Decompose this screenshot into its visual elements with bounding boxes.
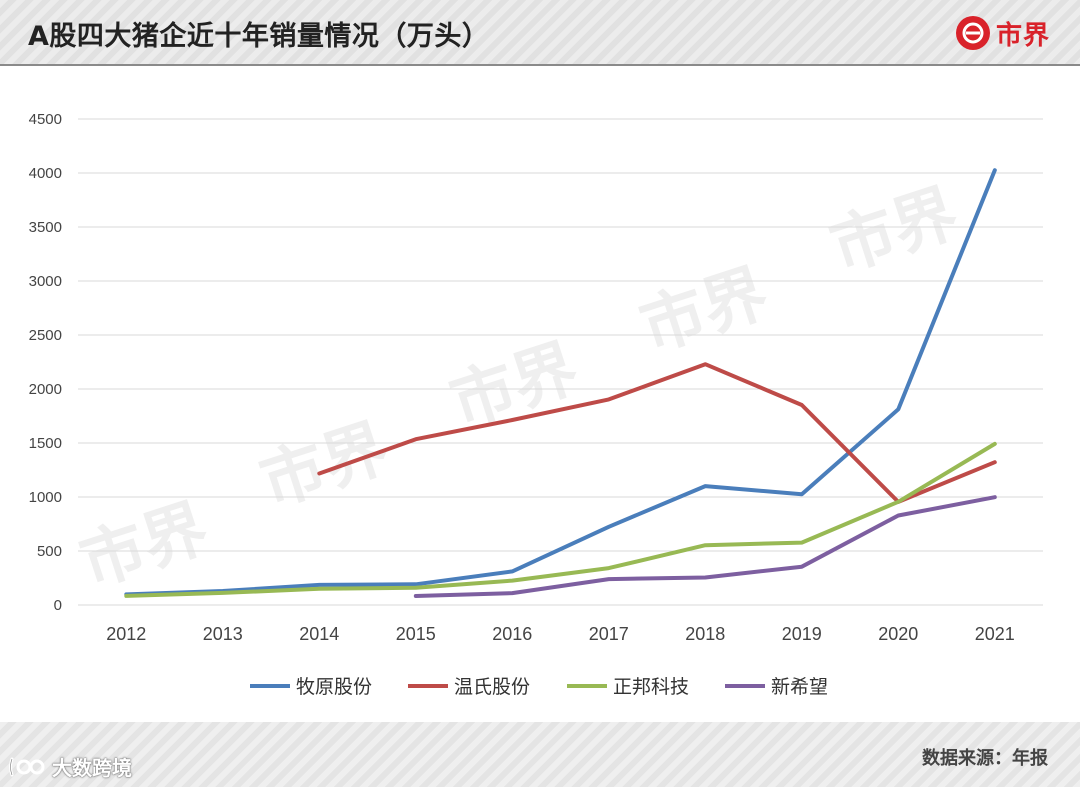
legend-label: 正邦科技 (613, 676, 689, 698)
series-layer (124, 168, 997, 598)
y-tick-label: 500 (37, 543, 62, 560)
x-tick-label: 2012 (106, 624, 146, 644)
x-tick-label: 2013 (203, 624, 243, 644)
x-axis-ticks: 2012 2013 2014 2015 2016 2017 2018 2019 2020 2021 (106, 624, 1015, 644)
series-line-正邦科技 (124, 441, 997, 598)
x-tick-label: 2014 (299, 624, 339, 644)
watermark-text: 市界 (252, 411, 397, 521)
header-bar: A股四大猪企近十年销量情况（万头） 市界 (0, 0, 1080, 66)
y-tick-label: 3500 (29, 219, 62, 236)
y-tick-label: 2500 (29, 327, 62, 344)
brand-badge: 大数跨境 (8, 752, 132, 781)
footer-bar: 大数跨境 数据来源：年报 (0, 722, 1080, 787)
y-tick-label: 3000 (29, 273, 62, 290)
logo-text: 市界 (995, 20, 1050, 51)
brand-logo-icon (9, 757, 45, 776)
y-tick-label: 1500 (29, 435, 62, 452)
watermark-text: 市界 (632, 256, 777, 366)
x-tick-label: 2017 (589, 624, 629, 644)
x-tick-label: 2019 (782, 624, 822, 644)
legend: 牧原股份 温氏股份 正邦科技 新希望 (250, 676, 828, 698)
x-tick-label: 2021 (975, 624, 1015, 644)
brand-text: 大数跨境 (52, 756, 132, 780)
y-axis-ticks: 0 500 1000 1500 2000 2500 3000 3500 4000 4500 (29, 111, 62, 614)
y-tick-label: 1000 (29, 489, 62, 506)
watermark-text: 市界 (822, 176, 967, 286)
shijie-logo: 市界 (955, 14, 1050, 52)
y-tick-label: 0 (54, 597, 62, 614)
watermark-text: 市界 (442, 331, 587, 441)
x-tick-label: 2015 (396, 624, 436, 644)
y-tick-label: 4000 (29, 165, 62, 182)
x-tick-label: 2018 (685, 624, 725, 644)
watermark-text: 市界 (72, 491, 217, 601)
x-tick-label: 2020 (878, 624, 918, 644)
legend-label: 牧原股份 (296, 676, 372, 698)
data-source: 数据来源：年报 (922, 748, 1048, 769)
series-line-温氏股份 (317, 362, 997, 504)
y-tick-label: 4500 (29, 111, 62, 128)
legend-label: 温氏股份 (454, 676, 530, 698)
legend-label: 新希望 (771, 676, 828, 698)
x-tick-label: 2016 (492, 624, 532, 644)
series-line-新希望 (413, 495, 997, 598)
y-tick-label: 2000 (29, 381, 62, 398)
chart-title: A股四大猪企近十年销量情况（万头） (28, 21, 490, 52)
logo-mark-icon (955, 16, 990, 50)
grid-lines (78, 118, 1043, 606)
